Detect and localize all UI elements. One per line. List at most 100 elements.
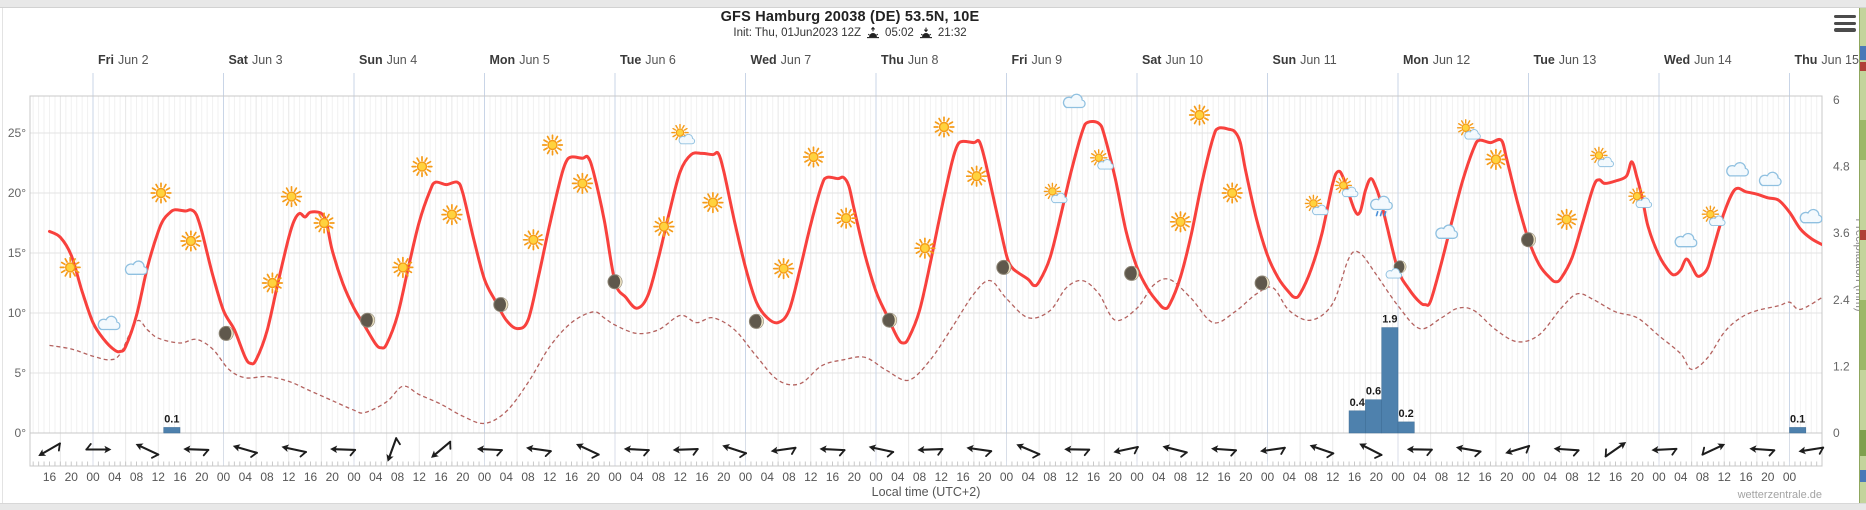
moon-icon <box>748 313 764 329</box>
day-label: Thu Jun 15 <box>1795 53 1860 67</box>
sun-icon <box>772 257 795 280</box>
cloud-icon <box>1674 232 1698 248</box>
sun-icon <box>541 134 564 156</box>
time-label: 16 <box>1609 470 1623 484</box>
sun-icon <box>653 215 675 238</box>
time-label: 12 <box>674 470 688 484</box>
precip-value-label: 0.6 <box>1366 386 1381 398</box>
precip-bar <box>1381 327 1399 434</box>
sun-icon <box>802 146 825 168</box>
sunrise-time: 05:02 <box>885 27 914 39</box>
time-label: 16 <box>565 470 579 484</box>
precip-value-label: 0.4 <box>1350 397 1366 409</box>
dewpoint-curve <box>49 250 1822 425</box>
menu-button[interactable] <box>1834 15 1857 33</box>
menu-bar-icon <box>1834 21 1856 25</box>
wind-arrow <box>85 442 113 455</box>
sun-cloud-icon <box>1305 195 1328 214</box>
wind-arrow <box>1552 443 1580 457</box>
precip-bar <box>1789 427 1807 434</box>
cloud-icon <box>97 315 121 331</box>
sun-icon <box>180 230 202 252</box>
precip-value-label: 0.1 <box>164 413 179 425</box>
wind-arrow <box>427 437 455 464</box>
wind-arrow <box>182 444 210 457</box>
time-label: 12 <box>1457 470 1471 484</box>
sun-icon <box>280 185 303 208</box>
precip-axis-tick: 0 <box>1833 426 1840 440</box>
time-label: 20 <box>456 470 470 484</box>
sun-cloud-icon <box>1458 120 1481 139</box>
time-label: 04 <box>108 470 122 484</box>
time-label: 08 <box>782 470 796 484</box>
sun-icon <box>441 203 463 226</box>
time-label: 16 <box>173 470 187 484</box>
time-label: 20 <box>1109 470 1123 484</box>
moon-icon <box>1521 232 1536 248</box>
time-label: 16 <box>1348 470 1362 484</box>
precip-axis-tick: 4.8 <box>1833 160 1850 174</box>
page-title: GFS Hamburg 20038 (DE) 53.5N, 10E <box>720 9 980 25</box>
time-label: 00 <box>1261 470 1275 484</box>
time-label: 00 <box>739 470 753 484</box>
sun-icon <box>522 229 545 251</box>
time-label: 04 <box>500 470 514 484</box>
precip-axis-tick: 6 <box>1833 93 1840 107</box>
init-label: Init: Thu, 01Jun2023 12Z <box>733 27 862 39</box>
time-label: 20 <box>1370 470 1384 484</box>
time-label: 08 <box>1304 470 1318 484</box>
time-label: 20 <box>1761 470 1775 484</box>
moon-icon <box>996 259 1012 275</box>
time-label: 08 <box>652 470 666 484</box>
time-label: 20 <box>978 470 992 484</box>
time-label: 08 <box>913 470 927 484</box>
precip-value-label: 0.2 <box>1399 408 1414 420</box>
temperature-axis: 25° 20° 15° 10° 5° 0° <box>8 126 26 440</box>
sun-icon <box>571 172 594 195</box>
time-label: 16 <box>43 470 57 484</box>
cloud-icon <box>124 260 148 275</box>
wind-arrow <box>1453 442 1483 459</box>
time-label: 00 <box>608 470 622 484</box>
time-label: 04 <box>1152 470 1166 484</box>
time-label: 04 <box>761 470 775 484</box>
time-label: 08 <box>1043 470 1057 484</box>
chart-header: GFS Hamburg 20038 (DE) 53.5N, 10E Init: … <box>0 9 1700 40</box>
wind-arrow <box>1209 443 1238 457</box>
day-label: Sat Jun 10 <box>1142 53 1203 67</box>
time-label: 00 <box>1652 470 1666 484</box>
wind-arrow <box>866 442 895 459</box>
moon-icon <box>218 325 234 341</box>
wind-arrows <box>35 435 1826 465</box>
time-label: 00 <box>478 470 492 484</box>
temp-axis-tick: 0° <box>15 426 27 440</box>
precip-bar <box>1397 421 1415 434</box>
time-label: 04 <box>891 470 905 484</box>
precip-bar <box>163 427 181 434</box>
wind-arrow <box>279 442 308 459</box>
time-label: 08 <box>1565 470 1579 484</box>
sun-icon <box>835 207 857 229</box>
precip-value-label: 0.1 <box>1790 413 1805 425</box>
curves <box>48 119 1822 425</box>
sun-icon <box>411 155 433 178</box>
day-label: Wed Jun 7 <box>751 53 812 67</box>
time-axis: 16 20 00 04 08 12 16 20 00 04 08 12 16 20 00 04 08 12 16 20… <box>43 470 1797 484</box>
time-label: 16 <box>826 470 840 484</box>
sun-icon <box>933 116 955 138</box>
time-label: 08 <box>521 470 535 484</box>
time-label: 16 <box>695 470 709 484</box>
time-label: 20 <box>1500 470 1514 484</box>
precipitation-bars: 0.1 0.40.6 1.9 0.2 0.1 <box>163 314 1807 434</box>
wind-arrow <box>622 443 651 457</box>
sunset-time: 21:32 <box>937 27 967 39</box>
wind-arrow <box>1650 444 1678 457</box>
day-label: Sun Jun 4 <box>359 53 417 67</box>
top-strip <box>0 0 1866 8</box>
day-label: Mon Jun 5 <box>490 53 550 67</box>
moon-icon <box>882 312 898 328</box>
menu-bar-icon <box>1834 28 1856 32</box>
time-label: 08 <box>1696 470 1710 484</box>
